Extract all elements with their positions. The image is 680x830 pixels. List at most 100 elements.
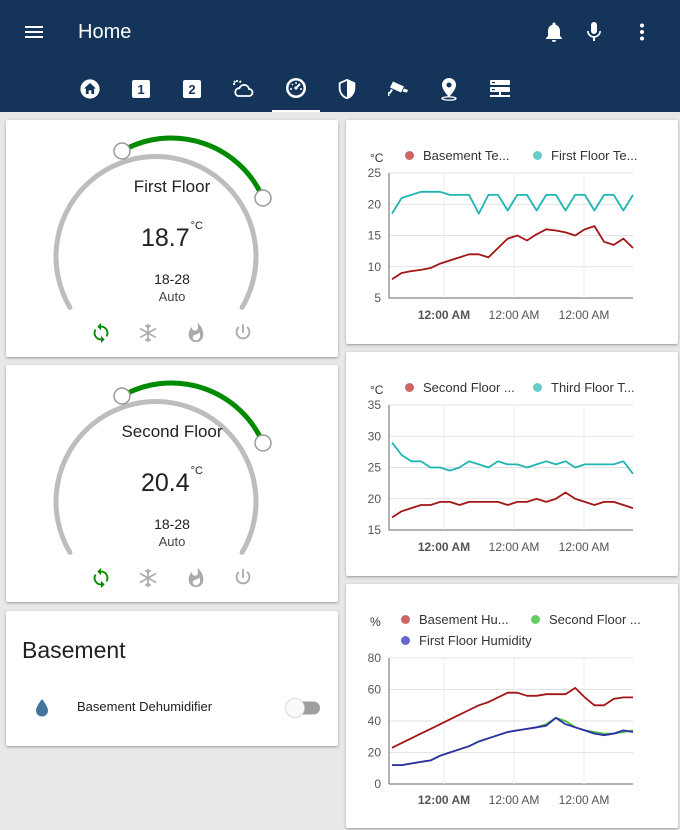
- series-line: [391, 491, 634, 519]
- y-tick-label: 30: [368, 429, 382, 443]
- map-marker-icon: [438, 77, 460, 106]
- high-setpoint-handle: [254, 189, 272, 207]
- app-header: Home 1 2: [0, 0, 680, 112]
- series-line: [392, 716, 634, 767]
- tab-floor-2[interactable]: 2: [168, 70, 216, 112]
- cool-mode-icon[interactable]: [137, 322, 159, 344]
- menu-icon[interactable]: [22, 20, 46, 44]
- more-options-icon[interactable]: [630, 20, 654, 44]
- series-line: [391, 687, 633, 749]
- heat-mode-icon[interactable]: [185, 567, 207, 589]
- hvac-mode: Auto: [158, 289, 186, 304]
- y-tick-label: 20: [368, 197, 382, 211]
- y-tick-label: 35: [368, 398, 382, 412]
- current-temperature: 18.7°C: [140, 220, 203, 252]
- series-line: [391, 190, 634, 215]
- svg-text:1: 1: [137, 82, 144, 97]
- y-tick-label: 15: [368, 523, 382, 537]
- target-range: 18-28: [154, 516, 190, 532]
- tab-weather[interactable]: [219, 70, 267, 112]
- legend-item[interactable]: First Floor Te...: [533, 148, 637, 163]
- x-tick-label: 12:00 AM: [559, 793, 610, 807]
- thermostat-card-second-floor: Second Floor 20.4°C 18-28 Auto: [6, 365, 338, 602]
- microphone-icon[interactable]: [582, 20, 606, 44]
- cctv-icon: [386, 77, 410, 106]
- y-tick-label: 10: [368, 260, 382, 274]
- tab-cameras[interactable]: [374, 70, 422, 112]
- line-chart: °C 15 20 25 30 35 12:00 AM 12:00 AM 12:00 AM: [368, 383, 634, 554]
- tab-home[interactable]: [66, 70, 114, 112]
- y-tick-label: 20: [368, 492, 382, 506]
- tab-floor-1[interactable]: 1: [117, 70, 165, 112]
- x-tick-label: 12:00 AM: [418, 793, 470, 807]
- high-setpoint-handle: [254, 434, 272, 452]
- heat-mode-icon[interactable]: [185, 322, 207, 344]
- y-axis-unit: °C: [370, 383, 384, 397]
- auto-mode-icon[interactable]: [90, 567, 112, 589]
- power-off-icon[interactable]: [232, 567, 254, 589]
- dehumidifier-toggle[interactable]: [284, 697, 324, 719]
- water-drop-icon: [32, 697, 52, 724]
- series-line: [391, 225, 634, 281]
- svg-text:2: 2: [188, 82, 195, 97]
- y-tick-label: 15: [368, 229, 382, 243]
- y-tick-label: 5: [374, 291, 381, 305]
- line-chart: °C 5 10 15 20 25 12:00 AM 12:00 AM 12:00 AM: [368, 151, 634, 322]
- page-title: Home: [78, 21, 132, 43]
- server-icon: [489, 78, 511, 105]
- chart-card-temperature-1: Basement Te... First Floor Te... °C 5 10 15…: [346, 120, 678, 344]
- auto-mode-icon[interactable]: [90, 322, 112, 344]
- tab-map[interactable]: [425, 70, 473, 112]
- y-tick-label: 80: [368, 651, 382, 665]
- thermostat-name: First Floor: [133, 177, 211, 196]
- chart-card-temperature-2: Second Floor ... Third Floor T... °C 15 20…: [346, 352, 678, 576]
- floor-two-icon: 2: [182, 79, 202, 104]
- x-tick-label: 12:00 AM: [489, 540, 540, 554]
- legend-item[interactable]: Basement Te...: [405, 148, 509, 163]
- x-tick-label: 12:00 AM: [489, 793, 540, 807]
- weather-icon: [231, 77, 255, 106]
- low-setpoint-handle: [113, 387, 131, 405]
- y-axis-unit: %: [370, 615, 381, 629]
- legend-item[interactable]: Second Floor ...: [531, 612, 641, 627]
- x-tick-label: 12:00 AM: [418, 540, 470, 554]
- line-chart: % 0 20 40 60 80 12:00 AM 12:00 AM 12:00 AM: [368, 615, 634, 807]
- tab-climate[interactable]: [272, 70, 320, 112]
- target-range: 18-28: [154, 271, 190, 287]
- x-tick-label: 12:00 AM: [559, 308, 610, 322]
- legend-item[interactable]: First Floor Humidity: [401, 633, 532, 648]
- home-icon: [79, 78, 101, 105]
- chart-card-humidity: Basement Hu... Second Floor ... First Fl…: [346, 584, 678, 828]
- thermostat-name: Second Floor: [121, 422, 223, 441]
- series-line: [391, 441, 634, 475]
- card-title: Basement: [22, 637, 126, 663]
- hvac-mode: Auto: [158, 534, 186, 549]
- x-tick-label: 12:00 AM: [418, 308, 470, 322]
- thermostat-dial[interactable]: [6, 365, 338, 602]
- shield-icon: [336, 78, 358, 105]
- x-tick-label: 12:00 AM: [489, 308, 540, 322]
- cool-mode-icon[interactable]: [137, 567, 159, 589]
- entity-label: Basement Dehumidifier: [77, 699, 213, 714]
- legend-item[interactable]: Basement Hu...: [401, 612, 509, 627]
- y-axis-unit: °C: [370, 151, 384, 165]
- thermostat-dial[interactable]: [6, 120, 338, 357]
- y-tick-label: 40: [368, 714, 382, 728]
- y-tick-label: 25: [368, 461, 382, 475]
- tab-security[interactable]: [323, 70, 371, 112]
- power-off-icon[interactable]: [232, 322, 254, 344]
- y-tick-label: 0: [374, 777, 381, 791]
- legend-item[interactable]: Third Floor T...: [533, 380, 635, 395]
- x-tick-label: 12:00 AM: [559, 540, 610, 554]
- basement-card: Basement Basement Dehumidifier: [6, 611, 338, 746]
- tab-server[interactable]: [476, 70, 524, 112]
- thermostat-card-first-floor: First Floor 18.7°C 18-28 Auto: [6, 120, 338, 357]
- y-tick-label: 25: [368, 166, 382, 180]
- notification-bell-icon[interactable]: [542, 20, 566, 44]
- legend-item[interactable]: Second Floor ...: [405, 380, 515, 395]
- floor-one-icon: 1: [131, 79, 151, 104]
- current-temperature: 20.4°C: [140, 465, 203, 497]
- low-setpoint-handle: [113, 142, 131, 160]
- y-tick-label: 60: [368, 683, 382, 697]
- gauge-icon: [284, 76, 308, 105]
